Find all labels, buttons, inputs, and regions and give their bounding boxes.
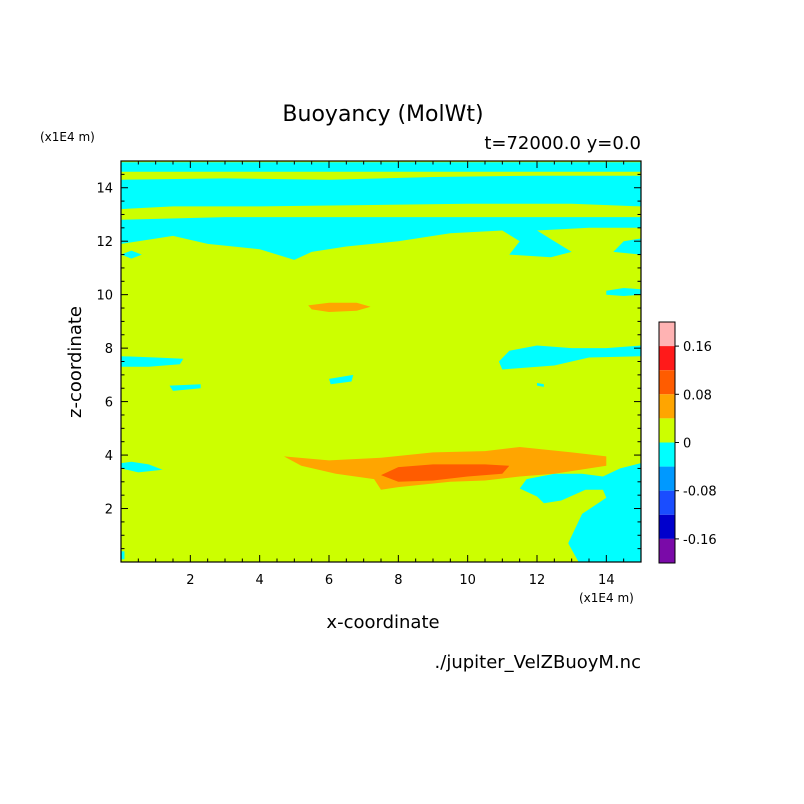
colorbar-swatch [659, 442, 675, 467]
y-tick-label: 14 [96, 182, 113, 197]
colorbar-swatch [659, 418, 675, 443]
x-tick-label: 6 [325, 573, 333, 588]
colorbar-swatch [659, 466, 675, 491]
contour-region [613, 238, 641, 255]
contour-region [498, 345, 641, 370]
y-tick-label: 12 [96, 235, 113, 250]
contour-region [121, 175, 641, 210]
colorbar-tick-label: 0.16 [683, 340, 712, 355]
x-tick-label: 2 [186, 573, 194, 588]
x-tick-label: 14 [598, 573, 615, 588]
contour-regions [121, 162, 641, 562]
y-tick-label: 2 [105, 503, 113, 518]
x-tick-label: 8 [394, 573, 402, 588]
y-tick-label: 8 [105, 342, 113, 357]
colorbar-swatch [659, 394, 675, 419]
contour-region [329, 374, 354, 385]
x-unit-label: (x1E4 m) [579, 591, 634, 605]
x-axis-label: x-coordinate [326, 612, 439, 633]
colorbar-tick-label: -0.08 [683, 485, 717, 500]
colorbar-tick-label: -0.16 [683, 533, 717, 548]
contour-region [121, 356, 184, 367]
colorbar-swatch [659, 370, 675, 395]
y-tick-label: 6 [105, 396, 113, 411]
contour-region [121, 162, 641, 172]
x-tick-label: 12 [529, 573, 546, 588]
y-tick-label: 10 [96, 289, 113, 304]
source-filename: ./jupiter_VelZBuoyM.nc [435, 652, 641, 673]
colorbar-swatch [659, 490, 675, 515]
colorbar-swatch [659, 538, 675, 563]
x-tick-label: 4 [256, 573, 264, 588]
contour-region [121, 461, 163, 473]
colorbar: 0.16 0.08 0 -0.08 -0.16 [658, 321, 717, 564]
y-unit-label: (x1E4 m) [40, 130, 95, 144]
contour-region [308, 302, 371, 312]
plot-area [121, 161, 641, 562]
chart-title: Buoyancy (MolWt) [282, 102, 483, 127]
colorbar-swatch [659, 514, 675, 539]
colorbar-swatch [659, 346, 675, 371]
colorbar-swatch [659, 322, 675, 347]
colorbar-tick-label: 0.08 [683, 388, 712, 403]
contour-region [121, 250, 142, 259]
contour-region [381, 464, 510, 482]
contour-region [606, 288, 641, 296]
y-axis-ticks: 2 4 6 8 10 12 14 [96, 173, 641, 550]
colorbar-tick-label: 0 [683, 437, 691, 452]
contour-region [169, 384, 201, 391]
chart-subtitle: t=72000.0 y=0.0 [484, 133, 641, 154]
contour-region [121, 551, 125, 560]
y-axis-label: z-coordinate [65, 306, 86, 418]
x-axis-ticks: 2 4 6 8 10 12 14 [137, 161, 625, 588]
contour-region [121, 217, 641, 260]
x-tick-label: 10 [459, 573, 476, 588]
y-tick-label: 4 [105, 449, 113, 464]
contour-region [537, 382, 544, 387]
contour-region [519, 463, 641, 562]
